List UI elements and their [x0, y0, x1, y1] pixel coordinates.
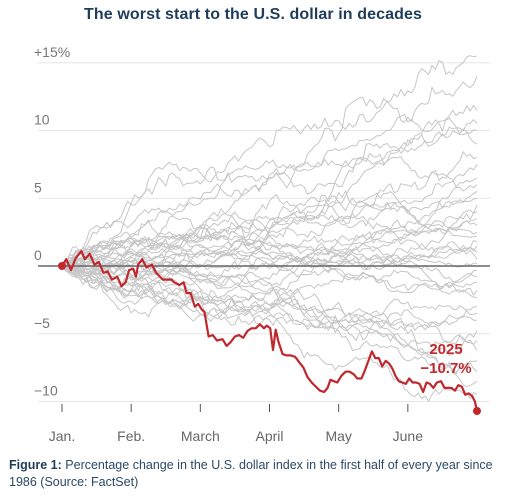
- historical-series-line: [61, 265, 478, 374]
- x-tick-label: March: [181, 428, 220, 444]
- y-tick-label: 0: [34, 247, 42, 263]
- historical-series-line: [61, 264, 478, 388]
- historical-series-line: [61, 164, 478, 267]
- x-tick-label: Jan.: [49, 428, 75, 444]
- end-point-2025: [473, 406, 481, 415]
- historical-series-line: [61, 265, 478, 298]
- series-line-2025: [61, 250, 479, 412]
- historical-series-line: [61, 242, 478, 281]
- caption-label: Figure 1:: [9, 458, 62, 472]
- x-tick-label: June: [393, 428, 424, 444]
- historical-series-line: [61, 113, 478, 267]
- historical-series-line: [61, 191, 478, 271]
- historical-series-line: [61, 190, 478, 281]
- x-tick-label: May: [325, 428, 351, 444]
- historical-series-line: [61, 238, 477, 268]
- historical-series-line: [61, 263, 477, 329]
- historical-series-line: [61, 150, 478, 278]
- annotation-value: −10.7%: [420, 360, 471, 377]
- historical-series-line: [61, 243, 478, 283]
- y-tick-label: 5: [34, 179, 42, 195]
- grid-lines: [38, 62, 490, 402]
- historical-series-line: [61, 129, 478, 267]
- x-tick-label: April: [255, 428, 283, 444]
- y-tick-label: −10: [34, 383, 58, 399]
- y-axis-ticks: +15% 10 5 0 −5 −10: [34, 44, 70, 399]
- historical-series-line: [61, 227, 478, 267]
- historical-series-line: [61, 262, 478, 345]
- historical-series-line: [61, 262, 478, 306]
- historical-series-line: [61, 76, 478, 267]
- historical-series-line: [61, 256, 478, 351]
- highlight-series-2025: [58, 250, 481, 415]
- x-axis-ticks: Jan. Feb. March April May June: [49, 404, 423, 444]
- y-tick-label: −5: [34, 315, 50, 331]
- historical-series-line: [61, 118, 478, 268]
- x-tick-label: Feb.: [117, 428, 145, 444]
- annotation-2025: 2025 −10.7%: [420, 341, 471, 377]
- historical-series-lines: [61, 55, 478, 403]
- annotation-year: 2025: [429, 341, 462, 358]
- start-point-2025: [58, 262, 66, 270]
- historical-series-line: [61, 261, 478, 403]
- historical-series-line: [61, 55, 478, 267]
- historical-series-line: [61, 254, 478, 296]
- y-tick-label: 10: [34, 112, 50, 128]
- historical-series-line: [61, 212, 478, 268]
- historical-series-line: [61, 152, 478, 268]
- historical-series-line: [61, 218, 478, 267]
- historical-series-line: [61, 211, 478, 267]
- chart-title: The worst start to the U.S. dollar in de…: [84, 6, 422, 23]
- caption-text: Percentage change in the U.S. dollar ind…: [9, 458, 493, 489]
- figure-caption: Figure 1: Percentage change in the U.S. …: [9, 457, 504, 491]
- historical-series-line: [61, 260, 478, 332]
- historical-series-line: [61, 204, 478, 272]
- y-tick-label: +15%: [34, 44, 70, 60]
- historical-series-line: [61, 177, 478, 275]
